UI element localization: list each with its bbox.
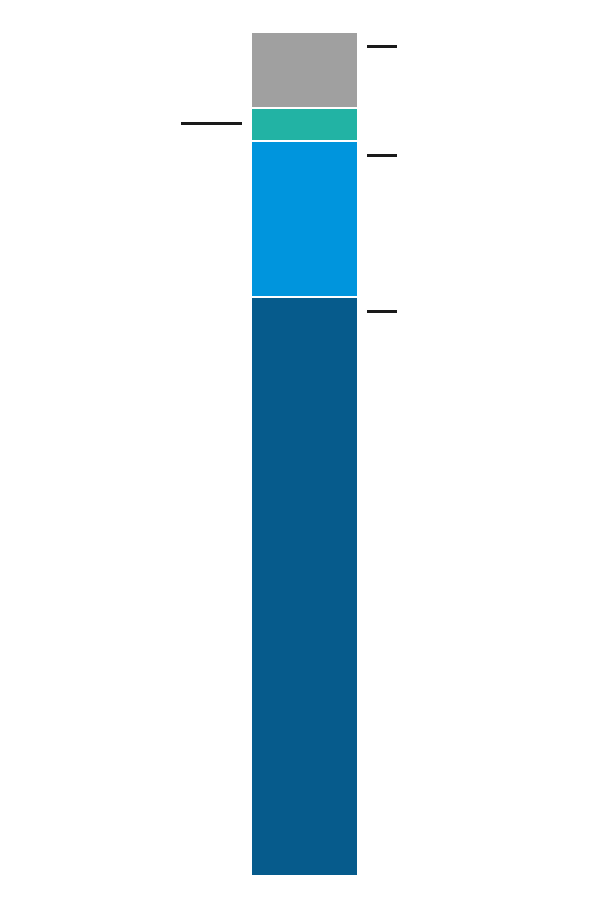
bar-segment-teal[interactable] <box>252 109 357 140</box>
stacked-bar-column <box>252 33 357 875</box>
bar-segment-darkblue[interactable] <box>252 298 357 875</box>
callout-line-lightblue <box>367 154 397 157</box>
callout-line-teal <box>181 122 242 125</box>
callout-line-darkblue <box>367 310 397 313</box>
callout-line-gray <box>367 45 397 48</box>
bar-segment-gray[interactable] <box>252 33 357 107</box>
bar-segment-lightblue[interactable] <box>252 142 357 296</box>
